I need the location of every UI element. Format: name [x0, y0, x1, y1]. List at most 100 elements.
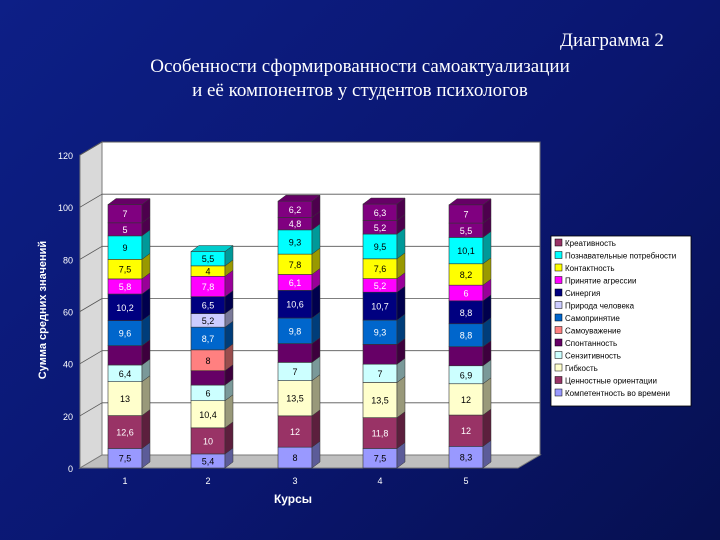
y-tick-label: 40 [63, 360, 73, 370]
data-label: 12,6 [116, 428, 134, 438]
data-label: 10,2 [116, 303, 134, 313]
data-label: 7 [292, 367, 297, 377]
data-label: 7,5 [119, 265, 132, 275]
legend-item-label: Самоуважение [565, 327, 621, 336]
bar-segment [362, 344, 398, 365]
data-label: 7 [377, 369, 382, 379]
data-label: 8 [292, 453, 297, 463]
data-label: 5,2 [374, 281, 387, 291]
legend-item-label: Самопринятие [565, 314, 620, 323]
data-label: 8,8 [460, 308, 473, 318]
data-label: 9,8 [289, 326, 302, 336]
data-label: 4 [205, 267, 210, 277]
data-label: 7 [463, 209, 468, 219]
legend: Креативность Познавательные потребности Ко… [550, 235, 692, 407]
data-label: 8,8 [460, 331, 473, 341]
legend-item-label: Гибкость [565, 364, 598, 373]
bar-top-face [107, 198, 151, 205]
bar-segment [107, 320, 143, 346]
x-tick-label: 1 [122, 476, 127, 486]
bar-segment-side [396, 411, 406, 449]
gridline-side [79, 350, 103, 365]
data-label: 13,5 [371, 396, 389, 406]
legend-swatch [554, 301, 563, 309]
data-label: 9,5 [374, 242, 387, 252]
legend-swatch [554, 313, 563, 322]
x-tick-label: 2 [205, 476, 210, 486]
bar-segment [362, 417, 398, 449]
data-label: 9 [122, 243, 127, 253]
y-axis-label: Сумма средних значений [37, 241, 49, 379]
legend-swatch [554, 363, 563, 372]
legend-swatch [554, 263, 563, 272]
legend-swatch [554, 276, 563, 284]
data-label: 8,7 [202, 334, 215, 344]
data-label: 6 [205, 388, 210, 398]
data-label: 5,2 [374, 223, 387, 233]
data-label: 5,5 [202, 254, 215, 264]
data-label: 11,8 [372, 429, 389, 439]
bar-segment-side [482, 377, 492, 416]
chart-title-line1: Особенности сформированности самоактуали… [150, 56, 570, 77]
x-tick-label: 3 [292, 476, 297, 486]
data-label: 4,8 [289, 219, 302, 229]
legend-swatch [554, 288, 563, 297]
data-label: 7,8 [202, 282, 215, 292]
data-label: 10,1 [457, 246, 475, 256]
data-label: 6,3 [374, 208, 387, 218]
data-label: 6,2 [289, 205, 302, 215]
y-tick-label: 120 [58, 151, 73, 161]
data-label: 9,6 [119, 329, 132, 339]
bar-segment [277, 229, 313, 255]
legend-item-label: Компетентность во времени [565, 389, 670, 398]
gridline-side [79, 141, 103, 156]
data-label: 8 [205, 356, 210, 366]
legend-box [550, 235, 692, 407]
x-tick-label: 4 [377, 476, 382, 486]
bar-segment [448, 346, 484, 367]
legend-item-label: Спонтанность [565, 339, 617, 348]
gridline-side [79, 193, 103, 208]
bar-segment [362, 291, 398, 321]
bar-segment [107, 415, 143, 449]
chart-caption-prefix: Диаграмма 2 [560, 30, 664, 51]
bar-segment-side [141, 409, 151, 449]
bar-top-face [448, 198, 492, 206]
data-label: 6,9 [460, 370, 473, 380]
gridline-side [79, 298, 103, 312]
legend-swatch [554, 251, 563, 259]
data-label: 12 [290, 427, 300, 437]
legend-item-label: Ценностные ориентации [565, 377, 657, 386]
legend-swatch [554, 388, 563, 397]
data-label: 7,5 [119, 454, 132, 464]
bar-segment [277, 415, 313, 448]
data-label: 13,5 [286, 394, 304, 404]
legend-swatch [554, 376, 563, 384]
x-tick-label: 5 [463, 476, 468, 486]
data-label: 10 [203, 436, 213, 446]
legend-swatch [554, 326, 563, 334]
legend-swatch [554, 338, 563, 347]
bar-top-face [277, 194, 321, 202]
legend-item-label: Синергия [565, 289, 600, 298]
bar-segment-side [311, 374, 321, 417]
data-label: 6,1 [289, 278, 302, 288]
bar-segment-side [141, 375, 151, 417]
data-label: 6,5 [202, 301, 215, 311]
gridline-side [79, 402, 103, 417]
bar-segment [448, 237, 484, 265]
legend-item-label: Принятие агрессии [565, 277, 636, 286]
bar-segment [362, 382, 398, 418]
bar-segment [277, 290, 313, 319]
bar-top-face [190, 245, 234, 252]
y-tick-label: 60 [63, 308, 73, 318]
data-label: 7,6 [374, 264, 387, 274]
data-label: 9,3 [374, 328, 387, 338]
data-label: 5,8 [119, 282, 132, 292]
data-label: 12 [461, 395, 471, 405]
bar-segment [190, 370, 226, 386]
data-label: 13 [120, 394, 130, 404]
data-label: 7,5 [374, 454, 387, 464]
legend-item-label: Познавательные потребности [565, 252, 676, 261]
data-label: 10,4 [199, 410, 217, 420]
